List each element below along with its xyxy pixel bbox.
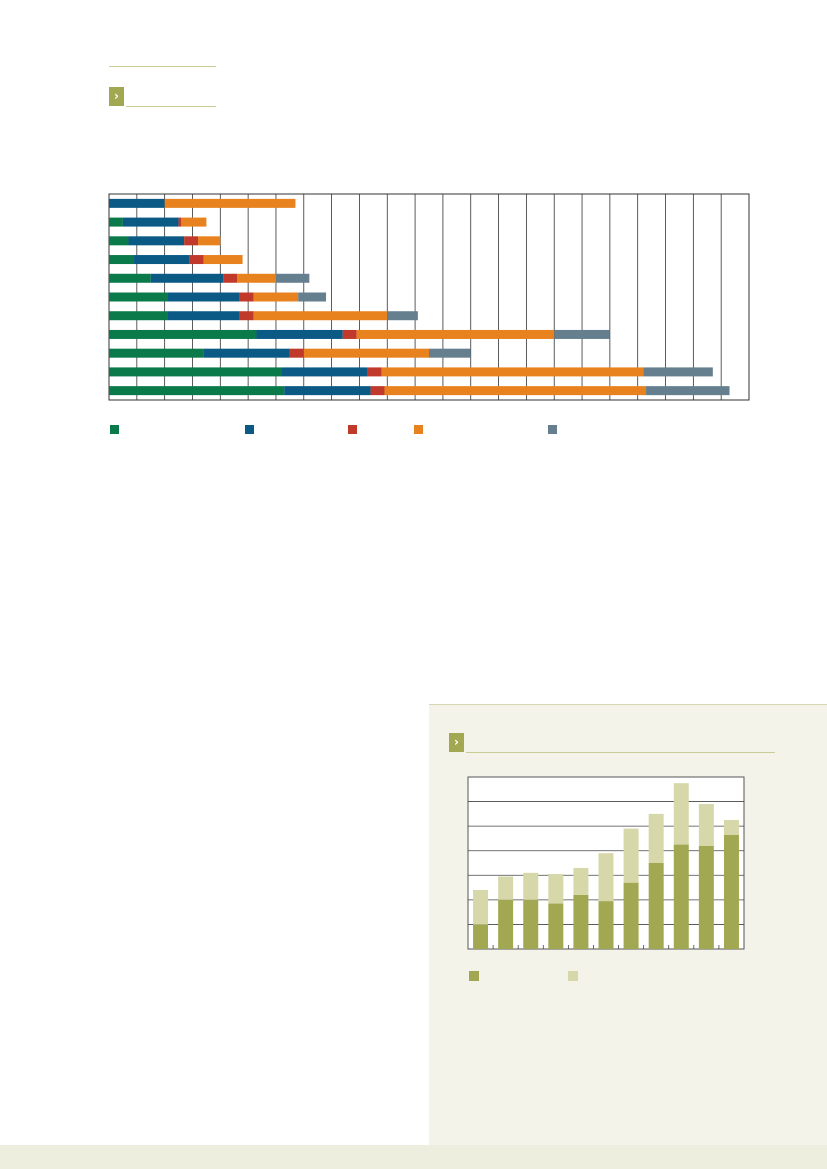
- bar-segment: [648, 863, 664, 949]
- bar-segment: [573, 867, 589, 895]
- legend-swatch: [414, 425, 423, 434]
- bar-segment: [253, 292, 299, 302]
- legend-swatch: [469, 971, 479, 981]
- bar-segment: [673, 844, 689, 949]
- footer-bar: [0, 1145, 827, 1169]
- bar-segment: [298, 292, 327, 302]
- bar-segment: [284, 386, 371, 396]
- bar-segment: [239, 292, 254, 302]
- bar-segment: [698, 845, 714, 949]
- bar-segment: [548, 874, 564, 904]
- bar-segment: [723, 820, 739, 835]
- bar-segment: [198, 236, 221, 246]
- legend-swatch: [110, 425, 119, 434]
- bar-segment: [281, 367, 368, 377]
- bar-segment: [167, 292, 240, 302]
- bar-segment: [164, 198, 296, 208]
- bar-segment: [109, 273, 151, 283]
- header-section-rule: [126, 106, 216, 107]
- bar-segment: [673, 783, 689, 845]
- bar-segment: [498, 876, 514, 900]
- bar-segment: [109, 217, 123, 227]
- bar-segment: [181, 217, 207, 227]
- bar-segment: [167, 311, 240, 321]
- chevron-right-icon: ›: [449, 733, 464, 752]
- bar-segment: [643, 367, 713, 377]
- bar-segment: [109, 292, 168, 302]
- bar-segment: [275, 273, 310, 283]
- bar-segment: [134, 255, 190, 265]
- bar-segment: [189, 255, 204, 265]
- bar-segment: [473, 924, 489, 949]
- bar-segment: [256, 329, 343, 339]
- bar-segment: [178, 217, 182, 227]
- bar-segment: [128, 236, 185, 246]
- legend-swatch: [548, 425, 557, 434]
- horizontal-stacked-bar-chart: [108, 193, 750, 401]
- chevron-right-icon: ›: [109, 87, 124, 106]
- bar-segment: [523, 899, 539, 949]
- side-panel-border: [429, 704, 827, 705]
- bar-segment: [150, 273, 224, 283]
- bar-segment: [381, 367, 644, 377]
- bar-segment: [203, 255, 243, 265]
- bar-segment: [598, 901, 614, 949]
- bar-segment: [239, 311, 254, 321]
- bar-segment: [646, 386, 730, 396]
- bar-segment: [548, 903, 564, 949]
- side-panel-section-rule: [466, 752, 775, 753]
- bar-segment: [623, 828, 639, 883]
- bar-segment: [523, 872, 539, 900]
- bar-segment: [554, 329, 610, 339]
- bar-segment: [109, 198, 165, 208]
- vertical-stacked-bar-chart: [467, 776, 745, 950]
- legend-swatch: [568, 971, 578, 981]
- bar-segment: [573, 894, 589, 949]
- bar-segment: [384, 386, 647, 396]
- bar-segment: [342, 329, 357, 339]
- bar-segment: [387, 311, 418, 321]
- bar-segment: [253, 311, 388, 321]
- bar-segment: [109, 255, 135, 265]
- legend-swatch: [245, 425, 254, 434]
- bar-segment: [109, 348, 204, 358]
- bar-segment: [370, 386, 385, 396]
- bar-segment: [356, 329, 555, 339]
- bar-segment: [598, 853, 614, 902]
- bar-segment: [109, 329, 257, 339]
- legend-swatch: [348, 425, 357, 434]
- bar-segment: [122, 217, 179, 227]
- bar-segment: [723, 834, 739, 949]
- bar-segment: [289, 348, 304, 358]
- bar-segment: [648, 813, 664, 863]
- bar-segment: [698, 804, 714, 846]
- bar-segment: [429, 348, 471, 358]
- bar-segment: [109, 367, 282, 377]
- bar-segment: [109, 386, 285, 396]
- bar-segment: [498, 899, 514, 949]
- bar-segment: [367, 367, 382, 377]
- bar-segment: [109, 236, 129, 246]
- bar-segment: [473, 890, 489, 925]
- bar-segment: [237, 273, 276, 283]
- header-top-rule: [109, 66, 216, 67]
- bar-segment: [303, 348, 429, 358]
- bar-segment: [223, 273, 237, 283]
- bar-segment: [184, 236, 199, 246]
- bar-segment: [109, 311, 168, 321]
- bar-segment: [623, 882, 639, 949]
- bar-segment: [203, 348, 290, 358]
